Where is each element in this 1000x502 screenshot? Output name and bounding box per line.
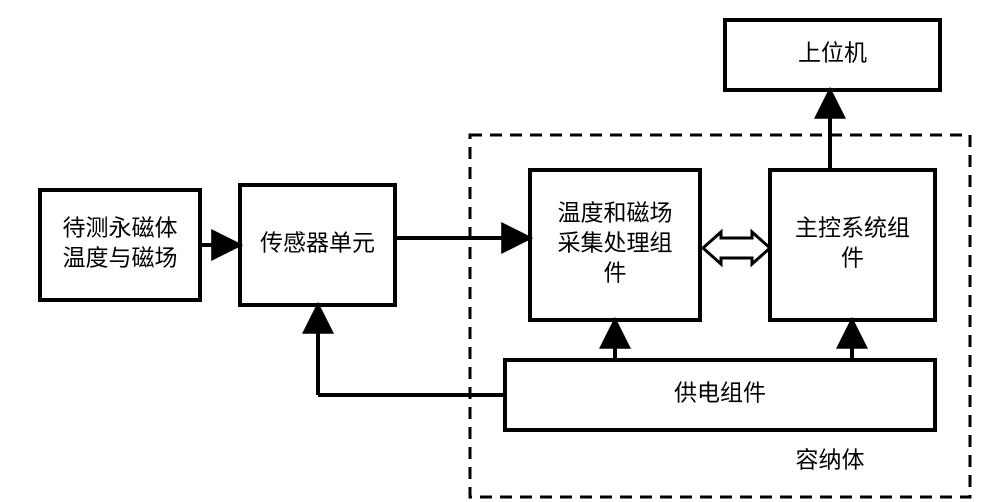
source-label: 待测永磁体 [63,215,178,240]
main-label: 件 [841,245,864,270]
container-label: 容纳体 [796,447,865,472]
power-label: 供电组件 [674,380,766,405]
acq-label: 采集处理组 [558,230,673,255]
source-label: 温度与磁场 [63,245,178,270]
acq-label: 温度和磁场 [558,200,673,225]
acq-label: 件 [604,260,627,285]
block-diagram: 上位机待测永磁体温度与磁场 传感器单元 温度和磁场采集处理组件 主控系统组件供电组件容… [0,0,1000,502]
host-label: 上位机 [798,40,867,65]
sensor-label: 传感器单元 [260,230,375,255]
double-arrow-acq-main [703,232,770,264]
main-label: 主控系统组 [795,215,910,240]
